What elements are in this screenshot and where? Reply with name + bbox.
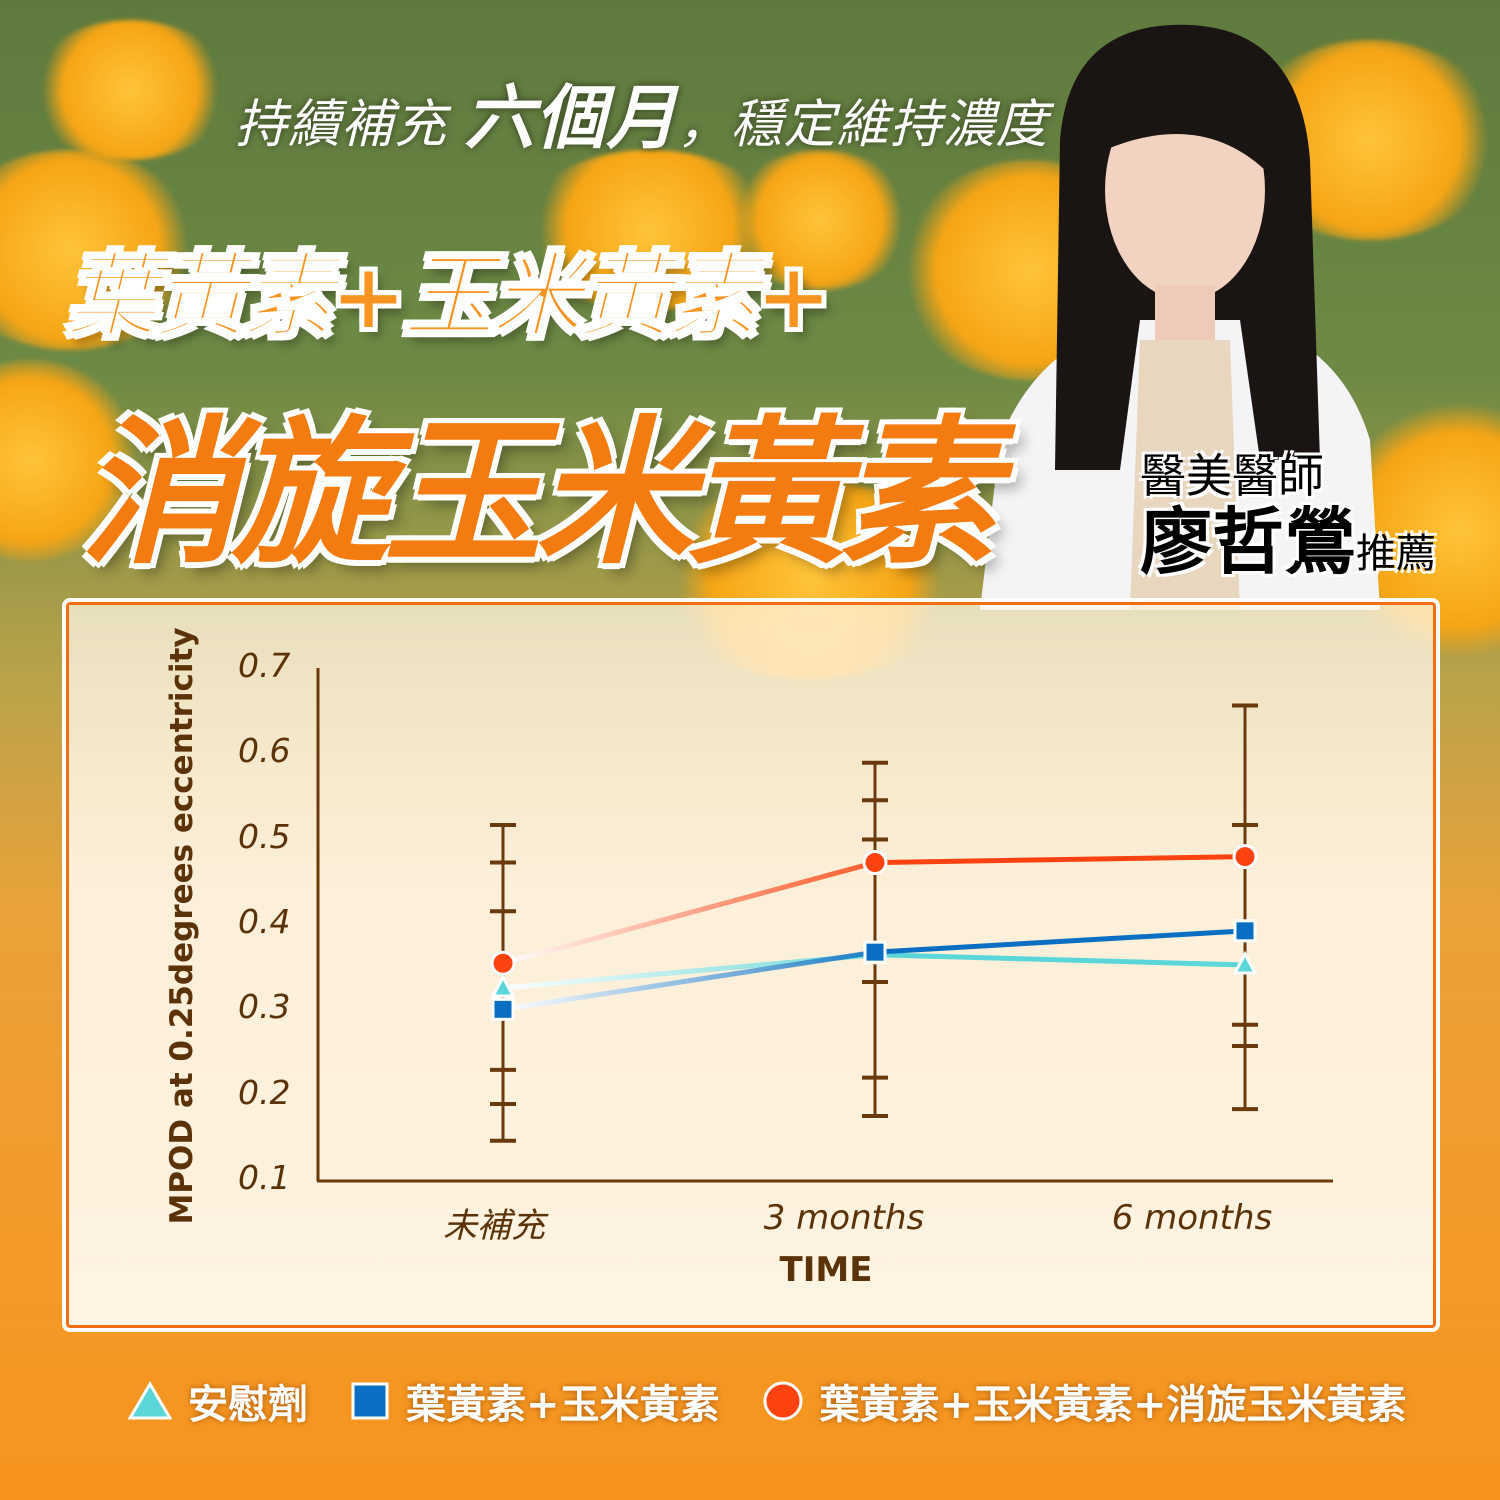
title-line-1: 葉黃素+玉米黃素+ — [65, 241, 833, 351]
data-point-circle — [1232, 844, 1258, 870]
square-icon — [351, 1382, 389, 1420]
series-line-segment — [502, 949, 876, 1012]
y-tick-label: 0.1 — [238, 1158, 291, 1197]
x-tick-label: 3 months — [763, 1198, 925, 1238]
y-tick-label: 0.4 — [238, 902, 291, 941]
legend-item-lutein-zeaxanthin: 葉黃素+玉米黃素 — [350, 1372, 720, 1430]
y-tick-label: 0.7 — [238, 646, 291, 685]
recommend-label: 推薦 — [1356, 531, 1437, 577]
data-point-square — [1233, 919, 1257, 943]
x-tick-label: 未補充 — [443, 1206, 545, 1246]
legend-item-placebo: 安慰劑 — [128, 1372, 308, 1430]
data-point-square — [863, 940, 887, 964]
doctor-recommendation: 醫美醫師 廖哲鶯推薦 — [1140, 450, 1436, 582]
data-point-circle — [490, 950, 516, 976]
data-point-circle — [862, 850, 888, 876]
x-axis-label: TIME — [779, 1250, 873, 1290]
data-point-triangle — [490, 973, 516, 998]
title-line-2: 消旋玉米黃素 — [80, 401, 998, 586]
doctor-role: 醫美醫師 — [1140, 449, 1324, 503]
legend-item-meso-zeaxanthin: 葉黃素+玉米黃素+消旋玉米黃素 — [762, 1372, 1407, 1430]
series-line-segment — [874, 854, 1246, 866]
doctor-photo — [980, 24, 1380, 610]
series-line-segment — [874, 952, 1246, 968]
subtitle: 持續補充 六個月，穩定維持濃度 — [235, 77, 1049, 159]
series-line-segment — [502, 860, 876, 966]
circle-icon — [763, 1381, 803, 1421]
data-point-square — [491, 997, 515, 1021]
series-line-segment — [874, 928, 1246, 955]
x-tick-label: 6 months — [1111, 1198, 1273, 1238]
legend: 安慰劑 葉黃素+玉米黃素 葉黃素+玉米黃素+消旋玉米黃素 — [128, 1372, 1449, 1430]
triangle-icon — [128, 1381, 172, 1420]
y-tick-label: 0.2 — [238, 1072, 291, 1112]
y-tick-label: 0.3 — [238, 987, 291, 1027]
doctor-name: 廖哲鶯 — [1140, 500, 1357, 584]
y-tick-label: 0.5 — [238, 816, 291, 856]
y-tick-label: 0.6 — [238, 731, 291, 771]
data-point-triangle — [1232, 950, 1258, 975]
